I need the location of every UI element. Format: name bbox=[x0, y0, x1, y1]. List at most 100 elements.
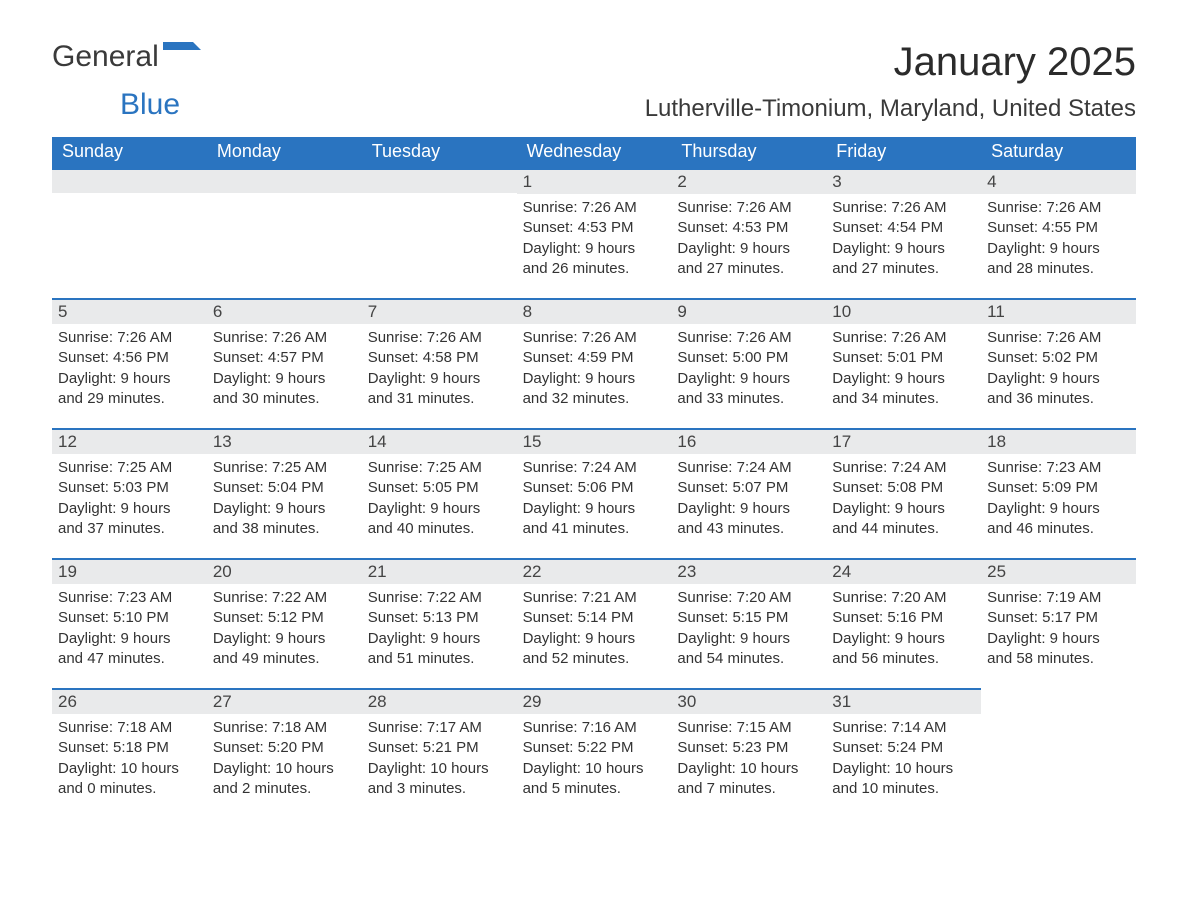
day-number: 7 bbox=[362, 298, 517, 324]
day-dl1: Daylight: 9 hours bbox=[523, 369, 666, 389]
day-cell: 5Sunrise: 7:26 AMSunset: 4:56 PMDaylight… bbox=[52, 298, 207, 428]
day-dl1: Daylight: 9 hours bbox=[523, 629, 666, 649]
day-number: 16 bbox=[671, 428, 826, 454]
title-block: January 2025 Lutherville-Timonium, Maryl… bbox=[645, 40, 1136, 137]
day-cell: 23Sunrise: 7:20 AMSunset: 5:15 PMDayligh… bbox=[671, 558, 826, 688]
day-dl2: and 47 minutes. bbox=[58, 649, 201, 669]
day-number: 26 bbox=[52, 688, 207, 714]
day-cell bbox=[981, 688, 1136, 818]
day-sunset: Sunset: 5:20 PM bbox=[213, 738, 356, 758]
day-dl1: Daylight: 10 hours bbox=[368, 759, 511, 779]
day-dl1: Daylight: 9 hours bbox=[58, 499, 201, 519]
day-number: 9 bbox=[671, 298, 826, 324]
day-of-week-header: Sunday bbox=[52, 137, 207, 168]
day-sunrise: Sunrise: 7:26 AM bbox=[677, 198, 820, 218]
day-number: 21 bbox=[362, 558, 517, 584]
day-number bbox=[52, 168, 207, 193]
day-dl2: and 49 minutes. bbox=[213, 649, 356, 669]
day-cell: 30Sunrise: 7:15 AMSunset: 5:23 PMDayligh… bbox=[671, 688, 826, 818]
day-dl2: and 37 minutes. bbox=[58, 519, 201, 539]
day-sunrise: Sunrise: 7:23 AM bbox=[58, 588, 201, 608]
day-sunset: Sunset: 4:53 PM bbox=[677, 218, 820, 238]
day-sunrise: Sunrise: 7:26 AM bbox=[58, 328, 201, 348]
day-sunset: Sunset: 5:15 PM bbox=[677, 608, 820, 628]
day-sunset: Sunset: 5:13 PM bbox=[368, 608, 511, 628]
day-cell: 10 Sunrise: 7:26 AMSunset: 5:01 PMDayligh… bbox=[826, 298, 981, 428]
day-sunrise: Sunrise: 7:15 AM bbox=[677, 718, 820, 738]
day-number: 28 bbox=[362, 688, 517, 714]
day-sunrise: Sunrise: 7:16 AM bbox=[523, 718, 666, 738]
day-sunset: Sunset: 5:04 PM bbox=[213, 478, 356, 498]
day-cell: 29Sunrise: 7:16 AMSunset: 5:22 PMDayligh… bbox=[517, 688, 672, 818]
day-dl2: and 28 minutes. bbox=[987, 259, 1130, 279]
day-dl1: Daylight: 9 hours bbox=[58, 629, 201, 649]
day-dl1: Daylight: 9 hours bbox=[832, 499, 975, 519]
day-sunrise: Sunrise: 7:26 AM bbox=[832, 198, 975, 218]
day-number: 10 bbox=[826, 298, 981, 324]
day-sunset: Sunset: 5:09 PM bbox=[987, 478, 1130, 498]
day-sunrise: Sunrise: 7:26 AM bbox=[832, 328, 975, 348]
day-dl1: Daylight: 9 hours bbox=[832, 369, 975, 389]
day-number: 4 bbox=[981, 168, 1136, 194]
day-sunset: Sunset: 5:01 PM bbox=[832, 348, 975, 368]
day-cell: 28Sunrise: 7:17 AMSunset: 5:21 PMDayligh… bbox=[362, 688, 517, 818]
day-dl1: Daylight: 10 hours bbox=[832, 759, 975, 779]
day-dl2: and 41 minutes. bbox=[523, 519, 666, 539]
day-cell bbox=[362, 168, 517, 298]
day-dl2: and 31 minutes. bbox=[368, 389, 511, 409]
day-of-week-header: Friday bbox=[826, 137, 981, 168]
day-of-week-header: Monday bbox=[207, 137, 362, 168]
day-number: 20 bbox=[207, 558, 362, 584]
day-cell: 6Sunrise: 7:26 AMSunset: 4:57 PMDaylight… bbox=[207, 298, 362, 428]
day-dl2: and 26 minutes. bbox=[523, 259, 666, 279]
day-dl2: and 38 minutes. bbox=[213, 519, 356, 539]
day-cell: 17Sunrise: 7:24 AMSunset: 5:08 PMDayligh… bbox=[826, 428, 981, 558]
day-sunset: Sunset: 5:06 PM bbox=[523, 478, 666, 498]
day-cell: 13Sunrise: 7:25 AMSunset: 5:04 PMDayligh… bbox=[207, 428, 362, 558]
day-cell bbox=[52, 168, 207, 298]
day-number: 31 bbox=[826, 688, 981, 714]
day-dl2: and 54 minutes. bbox=[677, 649, 820, 669]
day-sunset: Sunset: 5:21 PM bbox=[368, 738, 511, 758]
day-cell: 1Sunrise: 7:26 AMSunset: 4:53 PMDaylight… bbox=[517, 168, 672, 298]
day-number: 19 bbox=[52, 558, 207, 584]
day-dl2: and 27 minutes. bbox=[832, 259, 975, 279]
day-sunrise: Sunrise: 7:20 AM bbox=[832, 588, 975, 608]
day-dl2: and 27 minutes. bbox=[677, 259, 820, 279]
day-dl2: and 58 minutes. bbox=[987, 649, 1130, 669]
location: Lutherville-Timonium, Maryland, United S… bbox=[645, 95, 1136, 123]
day-sunrise: Sunrise: 7:25 AM bbox=[368, 458, 511, 478]
day-sunset: Sunset: 5:08 PM bbox=[832, 478, 975, 498]
day-cell: 4Sunrise: 7:26 AMSunset: 4:55 PMDaylight… bbox=[981, 168, 1136, 298]
day-sunrise: Sunrise: 7:18 AM bbox=[58, 718, 201, 738]
day-dl1: Daylight: 9 hours bbox=[213, 499, 356, 519]
day-dl2: and 46 minutes. bbox=[987, 519, 1130, 539]
day-number: 8 bbox=[517, 298, 672, 324]
day-sunrise: Sunrise: 7:24 AM bbox=[523, 458, 666, 478]
day-sunset: Sunset: 5:12 PM bbox=[213, 608, 356, 628]
day-dl1: Daylight: 9 hours bbox=[213, 369, 356, 389]
day-dl1: Daylight: 9 hours bbox=[213, 629, 356, 649]
day-dl1: Daylight: 9 hours bbox=[523, 499, 666, 519]
day-sunset: Sunset: 5:03 PM bbox=[58, 478, 201, 498]
day-sunset: Sunset: 4:57 PM bbox=[213, 348, 356, 368]
day-number: 27 bbox=[207, 688, 362, 714]
day-sunrise: Sunrise: 7:22 AM bbox=[368, 588, 511, 608]
day-cell: 20Sunrise: 7:22 AMSunset: 5:12 PMDayligh… bbox=[207, 558, 362, 688]
day-dl2: and 3 minutes. bbox=[368, 779, 511, 799]
day-sunset: Sunset: 4:58 PM bbox=[368, 348, 511, 368]
day-cell: 26Sunrise: 7:18 AMSunset: 5:18 PMDayligh… bbox=[52, 688, 207, 818]
day-cell: 3Sunrise: 7:26 AMSunset: 4:54 PMDaylight… bbox=[826, 168, 981, 298]
day-number: 29 bbox=[517, 688, 672, 714]
day-dl2: and 10 minutes. bbox=[832, 779, 975, 799]
day-dl1: Daylight: 9 hours bbox=[987, 629, 1130, 649]
day-cell: 19Sunrise: 7:23 AMSunset: 5:10 PMDayligh… bbox=[52, 558, 207, 688]
day-dl2: and 33 minutes. bbox=[677, 389, 820, 409]
day-dl1: Daylight: 9 hours bbox=[987, 499, 1130, 519]
day-sunrise: Sunrise: 7:26 AM bbox=[523, 198, 666, 218]
day-cell: 15Sunrise: 7:24 AMSunset: 5:06 PMDayligh… bbox=[517, 428, 672, 558]
day-sunrise: Sunrise: 7:14 AM bbox=[832, 718, 975, 738]
day-number bbox=[362, 168, 517, 193]
day-cell: 11Sunrise: 7:26 AMSunset: 5:02 PMDayligh… bbox=[981, 298, 1136, 428]
day-dl2: and 36 minutes. bbox=[987, 389, 1130, 409]
